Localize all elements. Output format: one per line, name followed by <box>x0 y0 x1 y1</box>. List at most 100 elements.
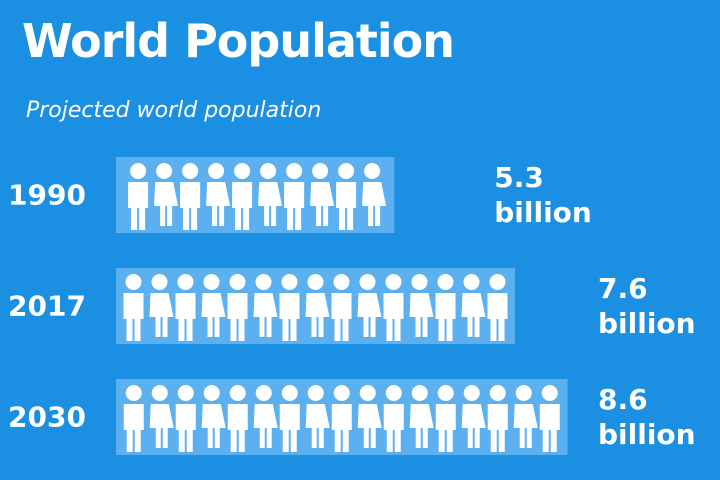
icon-body <box>305 293 330 337</box>
icon-head <box>281 274 298 290</box>
icon-body <box>279 404 300 452</box>
icon-body <box>310 182 335 226</box>
icon-body <box>513 404 538 448</box>
icon-body <box>149 404 174 448</box>
icon-body <box>383 404 404 452</box>
icon-head <box>203 274 220 290</box>
person-icon <box>409 385 434 448</box>
person-icon <box>201 385 226 448</box>
icon-body <box>383 293 404 341</box>
person-icon <box>175 385 196 452</box>
person-icon <box>357 385 382 448</box>
icon-head <box>151 274 168 290</box>
icon-body <box>487 293 508 341</box>
icon-body <box>305 404 330 448</box>
icon-body <box>362 182 387 226</box>
icon-body <box>357 293 382 337</box>
icon-body <box>149 293 174 337</box>
person-icon <box>310 163 335 226</box>
person-icon <box>128 163 149 230</box>
person-icon <box>180 163 201 230</box>
person-icon <box>461 274 486 337</box>
value-label: 7.6 billion <box>598 272 696 340</box>
icon-head <box>333 274 350 290</box>
icon-body <box>232 182 253 230</box>
person-icon <box>149 274 174 337</box>
icon-body <box>357 404 382 448</box>
person-icon <box>154 163 179 226</box>
icon-head <box>333 385 350 401</box>
person-icon <box>149 385 174 448</box>
person-icon <box>331 274 352 341</box>
icon-body <box>539 404 560 452</box>
category-label: 2030 <box>8 400 86 434</box>
person-icon <box>227 274 248 341</box>
icon-body <box>461 404 486 448</box>
person-icon <box>487 385 508 452</box>
icon-head <box>255 274 272 290</box>
icon-body <box>227 293 248 341</box>
icon-body <box>180 182 201 230</box>
icon-head <box>489 385 506 401</box>
icon-head <box>307 385 324 401</box>
person-icon <box>201 274 226 337</box>
category-label: 1990 <box>8 178 86 212</box>
icon-body <box>253 293 278 337</box>
icon-head <box>125 274 142 290</box>
icon-body <box>227 404 248 452</box>
person-icon <box>461 385 486 448</box>
icon-head <box>177 274 194 290</box>
person-icon <box>305 274 330 337</box>
icon-head <box>234 163 251 179</box>
icon-body <box>409 404 434 448</box>
icon-head <box>437 385 454 401</box>
icon-body <box>201 404 226 448</box>
icon-head <box>208 163 225 179</box>
icon-head <box>385 385 402 401</box>
person-icon <box>357 274 382 337</box>
icon-body <box>331 293 352 341</box>
icon-body <box>435 404 456 452</box>
icon-head <box>260 163 277 179</box>
chart-title: World Population <box>22 14 455 68</box>
icon-body <box>175 404 196 452</box>
icon-body <box>461 293 486 337</box>
icon-head <box>411 385 428 401</box>
icon-head <box>312 163 329 179</box>
icon-head <box>338 163 355 179</box>
icon-head <box>151 385 168 401</box>
icon-head <box>286 163 303 179</box>
person-icon <box>258 163 283 226</box>
icon-body <box>123 404 144 452</box>
icon-body <box>331 404 352 452</box>
person-icon <box>336 163 357 230</box>
person-icon <box>279 274 300 341</box>
icon-head <box>364 163 381 179</box>
icon-body <box>409 293 434 337</box>
icon-head <box>411 274 428 290</box>
person-icon <box>232 163 253 230</box>
icon-head <box>182 163 199 179</box>
bar-group <box>116 157 395 233</box>
value-label: 5.3 billion <box>494 161 592 229</box>
person-icon <box>362 163 387 226</box>
person-icon <box>279 385 300 452</box>
person-icon <box>305 385 330 448</box>
icon-body <box>487 404 508 452</box>
icon-body <box>123 293 144 341</box>
bar-group <box>116 379 568 455</box>
icon-body <box>206 182 231 226</box>
icon-head <box>130 163 147 179</box>
person-icon <box>383 385 404 452</box>
icon-body <box>175 293 196 341</box>
icon-head <box>463 385 480 401</box>
icon-head <box>541 385 558 401</box>
icon-head <box>255 385 272 401</box>
icon-head <box>156 163 173 179</box>
icon-head <box>229 274 246 290</box>
icon-body <box>435 293 456 341</box>
person-icon <box>331 385 352 452</box>
icon-body <box>258 182 283 226</box>
